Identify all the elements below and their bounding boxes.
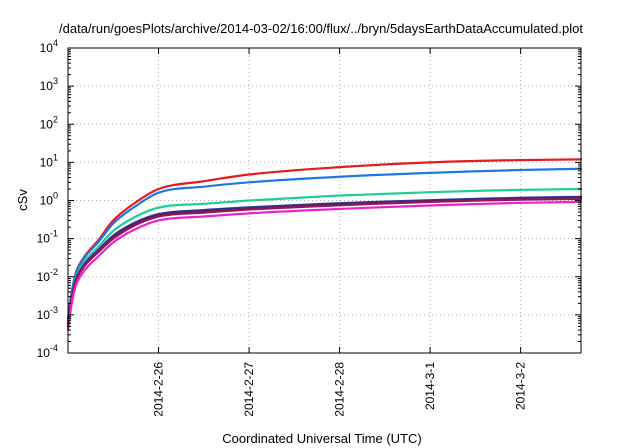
y-tick-label: 102 — [40, 114, 58, 131]
y-tick-label: 104 — [40, 38, 58, 55]
series-line-4 — [66, 195, 583, 325]
y-axis-label: cSv — [15, 189, 30, 211]
x-axis-tick-labels: 2014-2-26 2014-2-27 2014-2-28 2014-3-1 2014-… — [152, 362, 528, 417]
chart-title: /data/run/goesPlots/archive/2014-03-02/1… — [59, 21, 583, 36]
y-tick-label: 10-4 — [37, 343, 58, 360]
series-line-6 — [66, 197, 583, 328]
series-line-5 — [66, 196, 583, 325]
y-tick-label: 103 — [40, 76, 58, 93]
y-tick-label: 100 — [40, 191, 58, 208]
series-line-7 — [66, 200, 583, 332]
x-axis-label: Coordinated Universal Time (UTC) — [222, 431, 421, 446]
y-tick-label: 10-2 — [37, 267, 58, 284]
axis-ticks — [68, 47, 581, 354]
y-axis-tick-labels: 10-4 10-3 10-2 10-1 100 101 102 103 104 — [37, 38, 58, 360]
x-tick-label: 2014-2-27 — [242, 362, 256, 417]
y-tick-label: 101 — [40, 152, 58, 169]
y-tick-label: 10-3 — [37, 305, 58, 322]
series-lines — [66, 158, 583, 332]
x-tick-label: 2014-3-2 — [514, 362, 528, 410]
x-tick-label: 2014-3-1 — [423, 362, 437, 410]
series-line-2 — [66, 167, 583, 320]
x-tick-label: 2014-2-28 — [333, 362, 347, 417]
x-tick-label: 2014-2-26 — [152, 362, 166, 417]
y-tick-label: 10-1 — [37, 229, 58, 246]
